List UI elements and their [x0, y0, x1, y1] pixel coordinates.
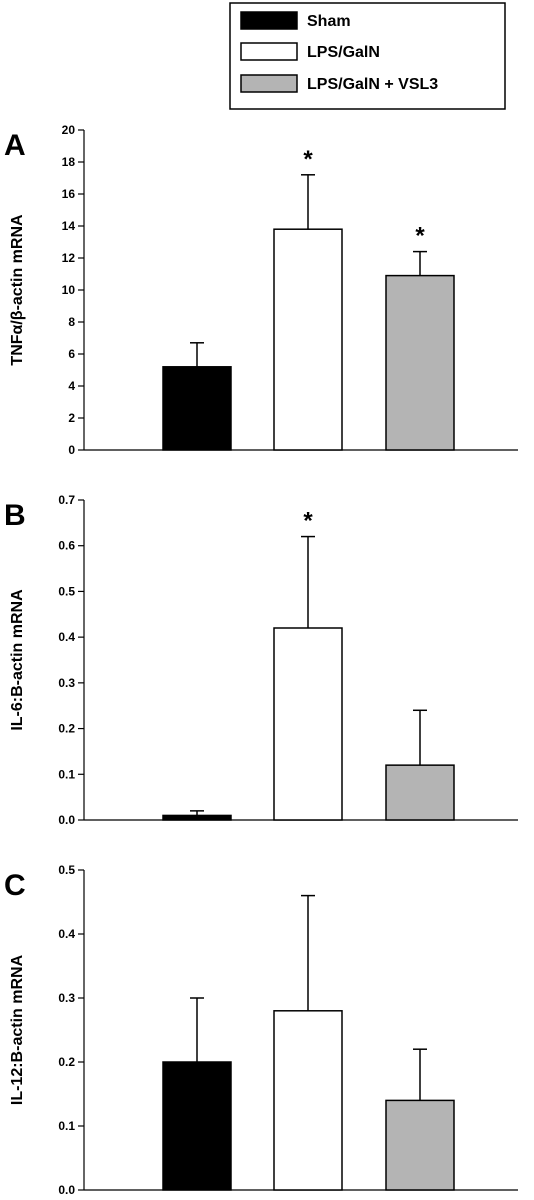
- panel-letter: B: [4, 499, 26, 532]
- y-tick-label: 0.4: [58, 927, 75, 941]
- legend-swatch-1: [240, 42, 298, 61]
- y-tick-label: 0.3: [58, 991, 75, 1005]
- legend: Sham LPS/GalN LPS/GalN + VSL3: [229, 2, 506, 110]
- y-tick-label: 18: [62, 155, 76, 169]
- y-tick-label: 2: [68, 411, 75, 425]
- y-axis-label: IL-6:Β-actin mRNA: [9, 589, 26, 731]
- y-tick-label: 0.5: [58, 584, 75, 598]
- bar-sham: [162, 366, 232, 451]
- chart-panels: A TNFα/β-actin mRNA 0 2 4 6 8 10 12 14 16 18 20 * * B IL…: [4, 123, 518, 1197]
- significance-marker: *: [415, 223, 425, 250]
- bar-lps-galn-vsl3: [385, 274, 455, 451]
- y-tick-label: 16: [62, 187, 76, 201]
- y-tick-label: 0.1: [58, 767, 75, 781]
- panel-b: B IL-6:Β-actin mRNA 0.0 0.1 0.2 0.3 0.4 0.5 0.6 0…: [4, 493, 518, 827]
- bar-lps-galn: [273, 627, 343, 821]
- y-tick-label: 0.3: [58, 676, 75, 690]
- panel-a: A TNFα/β-actin mRNA 0 2 4 6 8 10 12 14 16 18 20 * *: [4, 123, 518, 457]
- y-tick-label: 0.0: [58, 1183, 75, 1197]
- y-axis-label: IL-12:Β-actin mRNA: [9, 954, 26, 1105]
- y-tick-label: 10: [62, 283, 76, 297]
- y-axis-label: TNFα/β-actin mRNA: [9, 214, 26, 366]
- bar-sham: [162, 1061, 232, 1191]
- legend-label-1: LPS/GalN: [307, 44, 380, 61]
- y-tick-label: 0.0: [58, 813, 75, 827]
- y-tick-label: 0.2: [58, 1055, 75, 1069]
- panel-letter: C: [4, 869, 26, 902]
- y-tick-label: 0.2: [58, 722, 75, 736]
- legend-swatch-0: [240, 11, 298, 30]
- y-tick-label: 0.6: [58, 539, 75, 553]
- y-tick-label: 4: [68, 379, 75, 393]
- y-tick-label: 0.7: [58, 493, 75, 507]
- y-tick-label: 0.5: [58, 863, 75, 877]
- panel-c: C IL-12:Β-actin mRNA 0.0 0.1 0.2 0.3 0.4 0.5: [4, 863, 518, 1197]
- y-tick-label: 12: [62, 251, 76, 265]
- bar-lps-galn: [273, 1010, 343, 1191]
- legend-swatch-2: [240, 74, 298, 93]
- y-tick-label: 0.1: [58, 1119, 75, 1133]
- significance-marker: *: [303, 508, 313, 535]
- y-tick-label: 20: [62, 123, 76, 137]
- y-tick-label: 14: [62, 219, 76, 233]
- significance-marker: *: [303, 146, 313, 173]
- legend-label-0: Sham: [307, 13, 351, 30]
- y-tick-label: 0.4: [58, 630, 75, 644]
- bar-lps-galn-vsl3: [385, 1099, 455, 1191]
- y-tick-label: 8: [68, 315, 75, 329]
- y-tick-label: 0: [68, 443, 75, 457]
- y-tick-label: 6: [68, 347, 75, 361]
- panel-letter: A: [4, 129, 26, 162]
- bar-sham: [162, 814, 232, 821]
- legend-label-2: LPS/GalN + VSL3: [307, 76, 438, 93]
- bar-lps-galn: [273, 228, 343, 451]
- bar-lps-galn-vsl3: [385, 764, 455, 821]
